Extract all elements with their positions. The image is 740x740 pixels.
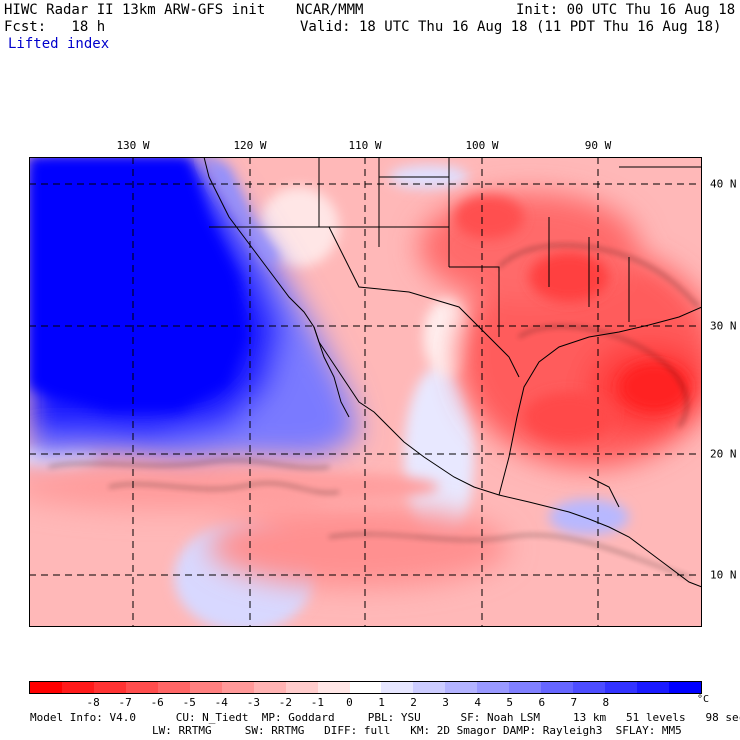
colorbar-swatch	[61, 682, 94, 693]
lat-label: 20 N	[710, 447, 737, 461]
colorbar-swatch	[637, 682, 670, 693]
colorbar-swatch	[157, 682, 190, 693]
lifted-index-map	[29, 157, 702, 627]
coastlines	[203, 157, 702, 588]
colorbar-swatch	[509, 682, 542, 693]
colorbar-tick-label: 7	[570, 696, 578, 709]
colorbar-tick-label: 4	[474, 696, 481, 709]
lon-label: 120 W	[233, 139, 267, 152]
colorbar-tick-label: -1	[310, 696, 325, 709]
colorbar-tick-label: -3	[246, 696, 260, 709]
colorbar-tick-label: -2	[278, 696, 292, 709]
colorbar-tick-label: 0	[346, 696, 353, 709]
colorbar-swatch	[253, 682, 286, 693]
colorbar-swatch	[189, 682, 222, 693]
lat-label: 40 N	[710, 177, 737, 191]
colorbar-swatch	[669, 682, 702, 693]
colorbar-tick-label: 8	[602, 696, 610, 709]
lat-label: 30 N	[710, 319, 737, 333]
colorbar-tick-label: -4	[214, 696, 228, 709]
colorbar-swatch	[413, 682, 446, 693]
colorbar-swatch	[93, 682, 126, 693]
colorbar-swatch	[349, 682, 382, 693]
lon-label: 100 W	[465, 139, 499, 152]
colorbar-tick-label: -6	[150, 696, 164, 709]
colorbar-swatch	[285, 682, 318, 693]
colorbar-swatch	[573, 682, 606, 693]
colorbar-swatch	[477, 682, 510, 693]
colorbar-swatch	[381, 682, 414, 693]
colorbar-swatch	[30, 682, 62, 693]
colorbar-swatch	[317, 682, 350, 693]
grid-lines	[29, 157, 702, 627]
colorbar-tick-label: -8	[86, 696, 100, 709]
colorbar-tick-label: -5	[182, 696, 196, 709]
colorbar-tick-label: 2	[410, 696, 417, 709]
model-title: HIWC Radar II 13km ARW-GFS init	[4, 2, 266, 18]
neutral-zones	[29, 165, 629, 627]
lat-label: 10 N	[710, 568, 737, 582]
model-info-line-1: Model Info: V4.0 CU: N_Tiedt MP: Goddard…	[30, 711, 740, 724]
lon-label: 90 W	[584, 139, 612, 152]
valid-time: Valid: 18 UTC Thu 16 Aug 18 (11 PDT Thu …	[300, 19, 722, 35]
org-label: NCAR/MMM	[296, 2, 364, 18]
colorbar-tick-label: -7	[118, 696, 132, 709]
init-time: Init: 00 UTC Thu 16 Aug 18	[516, 2, 736, 18]
model-info-line-2: LW: RRTMG SW: RRTMG DIFF: full KM: 2D Sm…	[152, 724, 682, 737]
contour-lines	[48, 244, 700, 578]
colorbar-tick-label: 1	[378, 696, 385, 709]
colorbar-unit: °C	[697, 694, 710, 705]
colorbar	[29, 681, 702, 694]
colorbar-tick-label: 5	[506, 696, 514, 709]
colorbar-tick-label: 6	[538, 696, 546, 709]
lon-label: 110 W	[348, 139, 382, 152]
colorbar-swatch	[125, 682, 158, 693]
lon-label: 130 W	[116, 139, 150, 152]
colorbar-swatch	[605, 682, 638, 693]
colorbar-swatch	[445, 682, 478, 693]
colorbar-swatch	[221, 682, 254, 693]
field-name: Lifted index	[8, 36, 110, 52]
colorbar-tick-label: 3	[442, 696, 449, 709]
colorbar-swatch	[541, 682, 574, 693]
forecast-hour: Fcst: 18 h	[4, 19, 106, 35]
